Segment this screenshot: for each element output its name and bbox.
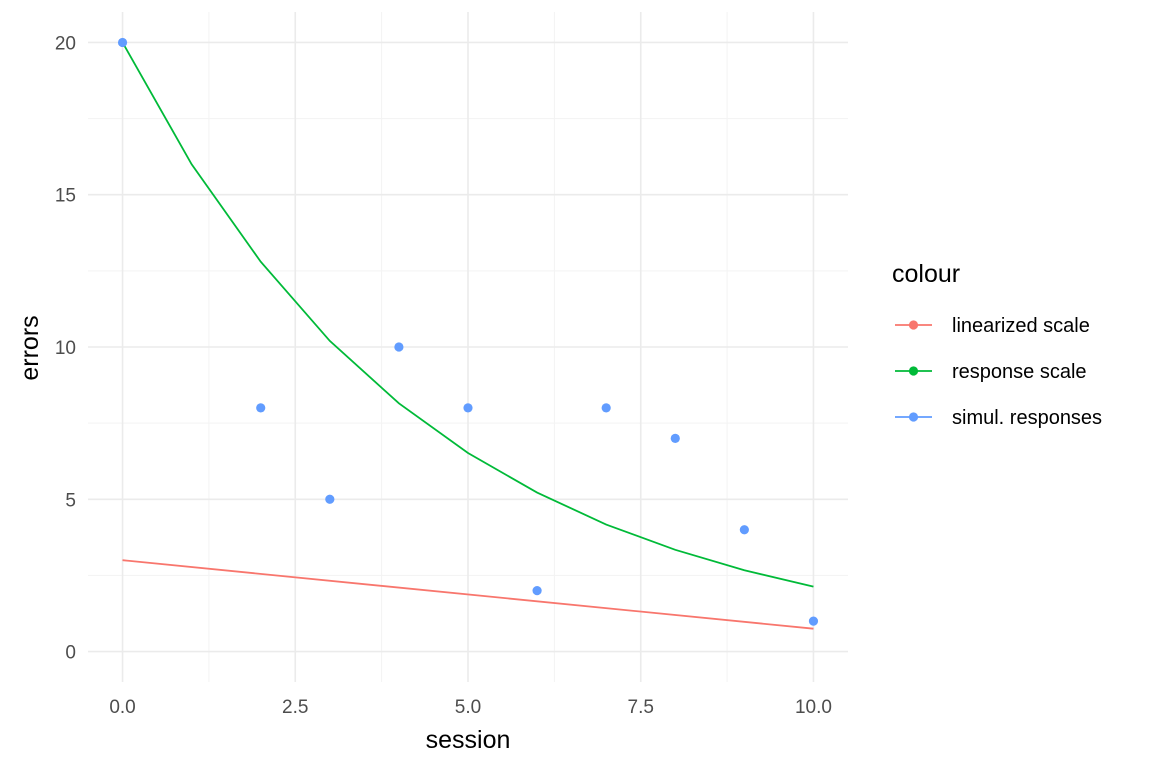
x-tick-label: 7.5 (628, 697, 654, 718)
y-tick-label: 5 (65, 490, 76, 511)
series-line-response-scale (121, 42, 814, 588)
legend-label-linearized-scale: linearized scale (952, 315, 1090, 337)
legend-label-simul-responses: simul. responses (952, 407, 1102, 429)
data-point-simul-responses (256, 403, 266, 413)
legend-title: colour (892, 260, 960, 288)
data-point-simul-responses (808, 616, 819, 626)
y-tick-label: 15 (55, 186, 76, 207)
x-tick-label: 10.0 (795, 697, 832, 718)
legend-entries: linearized scale response scale simul. res… (895, 315, 1102, 429)
grid (88, 12, 848, 682)
y-tick-label: 10 (55, 338, 76, 359)
plot-series (117, 37, 819, 630)
data-point-simul-responses (117, 37, 128, 48)
y-axis-title: errors (16, 315, 44, 380)
y-tick-label: 20 (55, 33, 76, 54)
data-point-simul-responses (739, 525, 749, 535)
data-point-simul-responses (532, 586, 542, 596)
series-line-linearized-scale (122, 559, 814, 630)
data-point-simul-responses (463, 403, 473, 413)
x-tick-label: 2.5 (282, 697, 308, 718)
legend-key-point-response-scale (908, 366, 919, 376)
x-axis-ticks: 0.0 2.5 5.0 7.5 10.0 (109, 697, 832, 718)
data-point-simul-responses (670, 433, 680, 443)
data-point-simul-responses (601, 403, 611, 413)
y-axis-ticks: 0 5 10 15 20 (55, 33, 76, 663)
x-axis-title: session (426, 726, 511, 754)
x-tick-label: 5.0 (455, 697, 481, 718)
legend-key-point-linearized-scale (908, 320, 919, 330)
y-tick-label: 0 (65, 643, 76, 664)
legend-key-point-simul-responses (908, 412, 919, 422)
x-tick-label: 0.0 (109, 697, 135, 718)
data-point-simul-responses (325, 494, 335, 504)
legend-label-response-scale: response scale (952, 361, 1087, 383)
legend: colour linearized scale response scale sim… (892, 260, 1102, 429)
data-point-simul-responses (394, 342, 404, 352)
